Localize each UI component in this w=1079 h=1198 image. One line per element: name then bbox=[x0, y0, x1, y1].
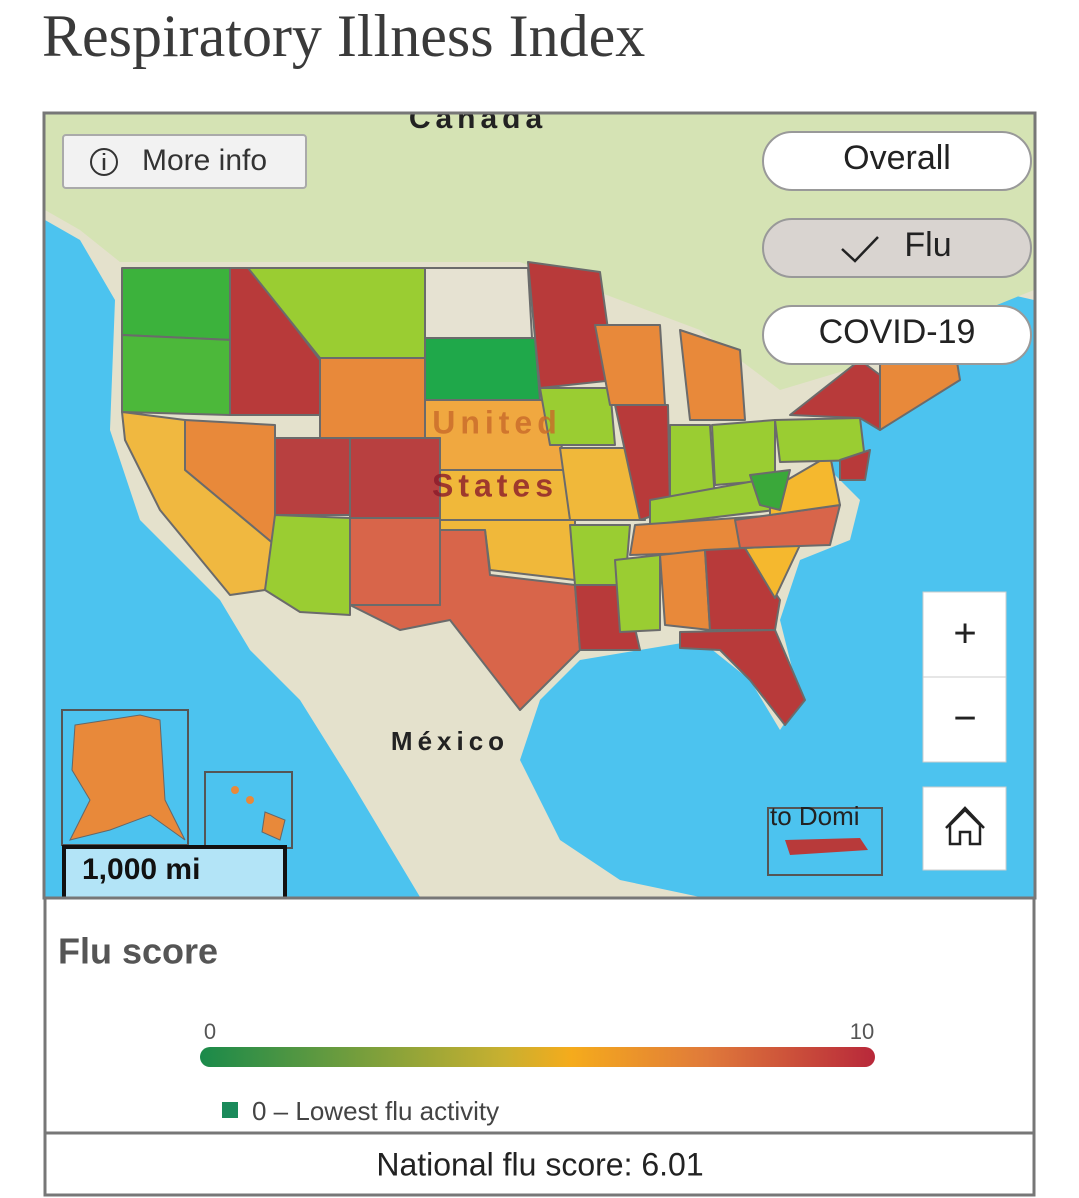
state bbox=[424, 337, 541, 401]
state bbox=[527, 261, 616, 389]
legend-max: 10 bbox=[850, 1019, 874, 1044]
legend-frame bbox=[43, 896, 1036, 1135]
state bbox=[785, 838, 868, 855]
layer-label[interactable]: Overall bbox=[843, 139, 951, 177]
country-label: Canada bbox=[409, 102, 547, 135]
state bbox=[424, 267, 533, 339]
scale-bg bbox=[62, 845, 287, 897]
zoom-controls[interactable]: + − bbox=[922, 591, 1007, 871]
layer-label[interactable]: Flu bbox=[904, 226, 951, 264]
country-label: México bbox=[391, 726, 509, 756]
legend: Flu score 0 10 0 – Lowest flu activity bbox=[43, 896, 1036, 1135]
state bbox=[349, 437, 441, 519]
color-ramp bbox=[200, 1047, 875, 1067]
state bbox=[274, 437, 351, 516]
footer-frame bbox=[43, 1131, 1036, 1197]
state bbox=[121, 334, 233, 416]
state bbox=[349, 517, 441, 606]
state bbox=[839, 449, 871, 481]
layer-buttons[interactable]: Overall Flu COVID-19 bbox=[762, 131, 1032, 365]
legend-item: 0 – Lowest flu activity bbox=[252, 1096, 499, 1126]
layer-button[interactable] bbox=[762, 131, 1032, 191]
state bbox=[749, 469, 791, 511]
state bbox=[679, 629, 806, 726]
state bbox=[264, 514, 351, 616]
zoom-out[interactable]: − bbox=[953, 697, 976, 741]
home-button[interactable] bbox=[922, 786, 1007, 871]
inset-hawaii bbox=[204, 771, 293, 849]
check-icon bbox=[841, 236, 879, 263]
country-label: States bbox=[432, 467, 558, 503]
scale-label: 1,000 mi bbox=[82, 853, 200, 886]
national-score: National flu score: 6.01 bbox=[376, 1146, 703, 1182]
island bbox=[246, 796, 254, 804]
legend-title: Flu score bbox=[58, 931, 218, 972]
page-title: Respiratory Illness Index bbox=[42, 3, 645, 69]
island bbox=[231, 786, 239, 794]
more-info-button[interactable]: More info bbox=[62, 134, 307, 189]
zoom-in[interactable]: + bbox=[953, 612, 976, 656]
layer-label[interactable]: COVID-19 bbox=[819, 313, 976, 351]
layer-button[interactable] bbox=[762, 305, 1032, 365]
state bbox=[121, 267, 233, 341]
state bbox=[559, 447, 646, 521]
state bbox=[704, 547, 781, 631]
state bbox=[319, 357, 426, 439]
inset-alaska bbox=[61, 709, 189, 846]
inset-puerto-rico: to Domi bbox=[767, 801, 883, 876]
home-icon bbox=[945, 806, 985, 846]
button-label[interactable]: More info bbox=[142, 144, 267, 177]
state bbox=[614, 554, 661, 633]
state bbox=[261, 811, 286, 841]
inset-label: to Domi bbox=[770, 801, 860, 831]
scale-bar: 1,000 mi bbox=[62, 845, 287, 897]
state bbox=[539, 387, 616, 446]
legend-swatch bbox=[222, 1102, 238, 1118]
legend-min: 0 bbox=[204, 1019, 216, 1044]
country-label: United bbox=[432, 404, 562, 440]
map[interactable]: Canada United States México to Domi 1,00… bbox=[45, 102, 1034, 897]
scale-line bbox=[62, 845, 287, 897]
info-icon bbox=[90, 148, 118, 176]
layer-button[interactable] bbox=[762, 218, 1032, 278]
button-bg[interactable] bbox=[62, 134, 307, 189]
state bbox=[679, 329, 746, 421]
state bbox=[69, 714, 186, 841]
state bbox=[659, 549, 711, 631]
